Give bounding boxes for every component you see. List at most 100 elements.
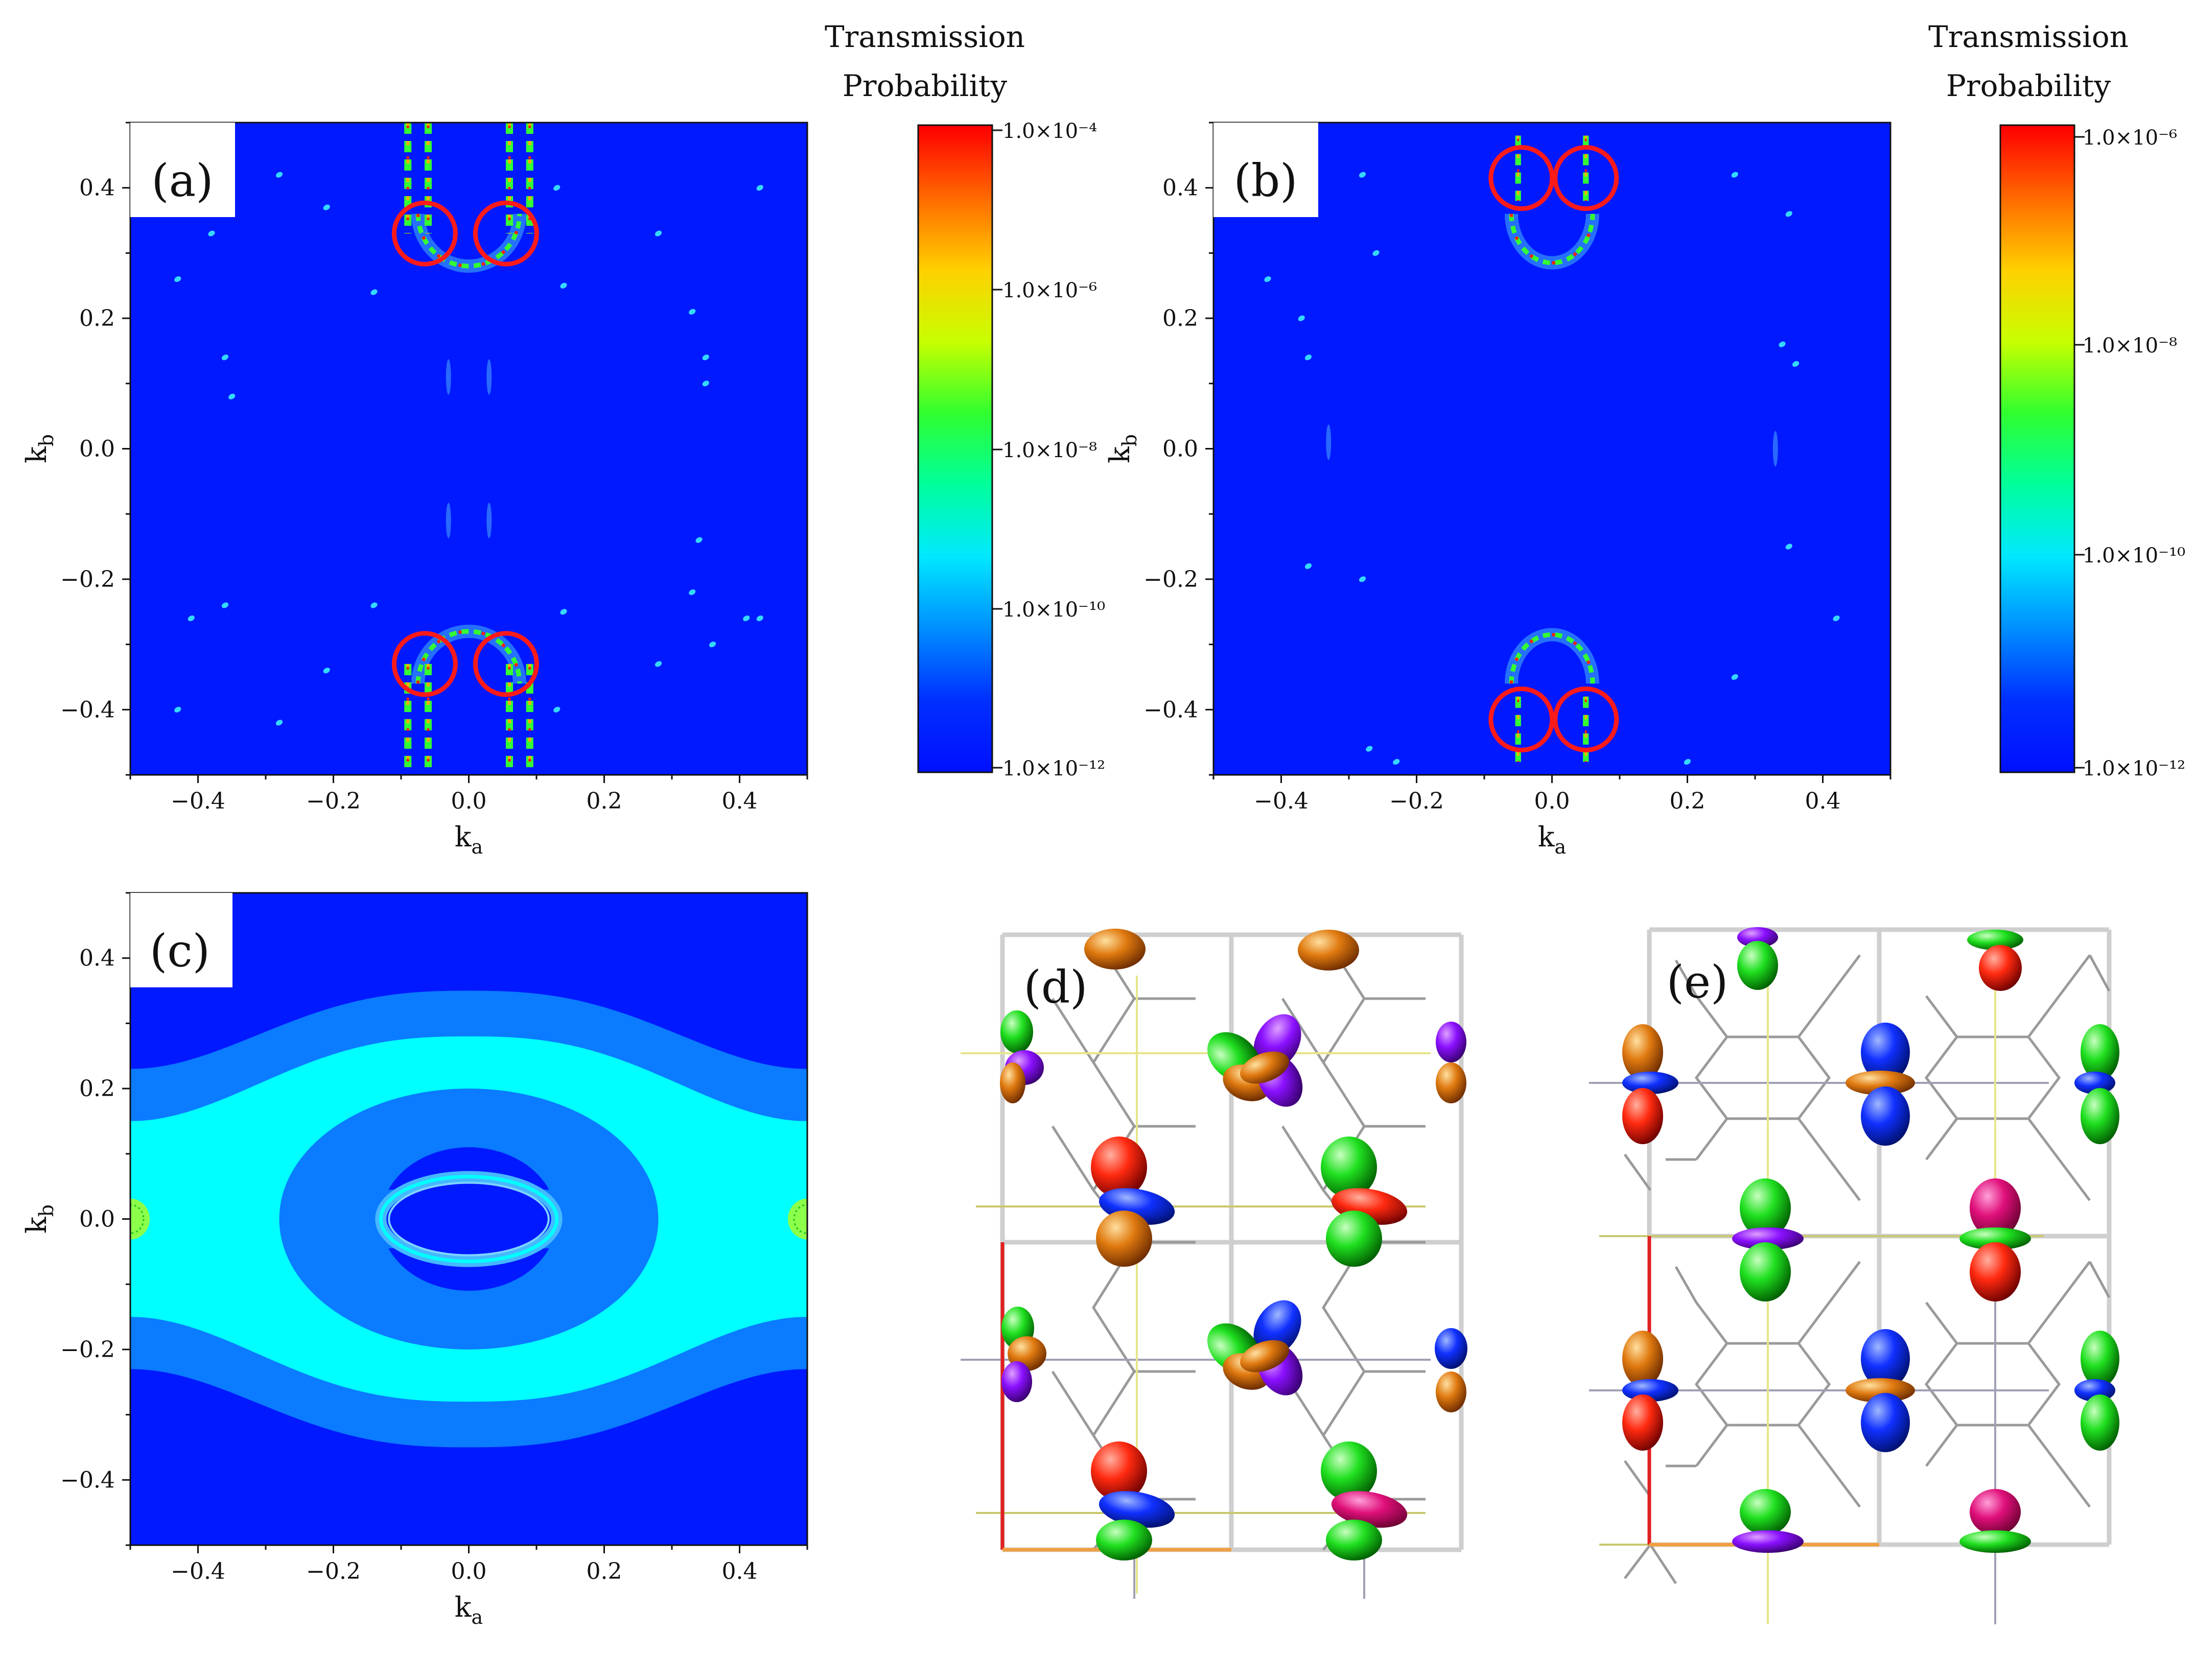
colorbar-segment: [918, 358, 992, 362]
colorbar-segment: [2000, 416, 2074, 420]
scatter-point: [1372, 250, 1380, 256]
x-axis-title-subscript: a: [472, 836, 483, 858]
colorbar-segment: [918, 174, 992, 178]
colorbar-segment: [2000, 261, 2074, 265]
colorbar-segment: [918, 665, 992, 670]
x-tick-label: 0.2: [1670, 788, 1706, 814]
scatter-point: [1264, 276, 1271, 282]
scatter-point: [208, 230, 215, 236]
colorbar-segment: [2000, 578, 2074, 582]
colorbar-segment: [2000, 358, 2074, 362]
colorbar-segment: [918, 720, 992, 724]
colorbar-segment: [918, 717, 992, 721]
colorbar-segment: [918, 607, 992, 611]
x-tick-label: −0.4: [171, 788, 225, 814]
faint-streak: [1326, 424, 1332, 460]
colorbar-segment: [918, 290, 992, 294]
colorbar-segment: [2000, 135, 2074, 139]
colorbar-segment: [2000, 397, 2074, 401]
colorbar-segment: [918, 316, 992, 320]
colorbar-segment: [2000, 636, 2074, 641]
colorbar-segment: [2000, 568, 2074, 573]
colorbar-gradient-b: [2000, 125, 2074, 773]
colorbar-segment: [918, 555, 992, 559]
colorbar-segment: [2000, 351, 2074, 356]
colorbar-segment: [2000, 242, 2074, 246]
colorbar-segment: [2000, 581, 2074, 585]
colorbar-segment: [2000, 565, 2074, 569]
colorbar-segment: [918, 339, 992, 343]
colorbar-segment: [918, 542, 992, 547]
colorbar-segment: [918, 578, 992, 582]
colorbar-segment: [2000, 419, 2074, 423]
colorbar-segment: [2000, 248, 2074, 252]
colorbar-segment: [918, 138, 992, 142]
colorbar-segment: [2000, 646, 2074, 650]
colorbar-segment: [2000, 216, 2074, 220]
colorbar-segment: [2000, 180, 2074, 184]
scatter-point: [370, 289, 378, 295]
colorbar-segment: [918, 377, 992, 382]
colorbar-segment: [918, 500, 992, 505]
colorbar-segment: [2000, 698, 2074, 702]
colorbar-segment: [2000, 170, 2074, 175]
colorbar-segment: [918, 572, 992, 576]
colorbar-segment: [2000, 766, 2074, 770]
colorbar-segment: [918, 743, 992, 747]
colorbar-segment: [918, 280, 992, 285]
y-tick-label: −0.4: [60, 697, 115, 723]
colorbar-segment: [918, 283, 992, 288]
scatter-point: [221, 602, 229, 608]
colorbar-segment: [2000, 475, 2074, 479]
colorbar-segment: [2000, 684, 2074, 689]
x-tick-label: 0.0: [1534, 788, 1570, 814]
colorbar-segment: [918, 519, 992, 524]
transmission-arc: [415, 629, 522, 684]
colorbar-segment: [2000, 678, 2074, 682]
colorbar-segment: [918, 364, 992, 369]
colorbar-segment: [2000, 652, 2074, 656]
colorbar-segment: [2000, 264, 2074, 268]
scatter-point: [1779, 341, 1786, 347]
colorbar-segment: [918, 681, 992, 685]
y-axis-title: kb: [1104, 434, 1141, 463]
scatter-point: [1304, 563, 1312, 569]
colorbar-segment: [2000, 413, 2074, 417]
y-axis-title: kb: [20, 434, 58, 463]
colorbar-segment: [2000, 125, 2074, 129]
colorbar-segment: [918, 216, 992, 220]
scatter-point: [553, 185, 561, 191]
scatter-point: [756, 615, 763, 622]
colorbar-segment: [918, 581, 992, 585]
scatter-point: [553, 706, 561, 713]
colorbar-segment: [2000, 743, 2074, 747]
colorbar-segment: [918, 183, 992, 187]
colorbar-segment: [2000, 407, 2074, 411]
colorbar-segment: [2000, 539, 2074, 543]
scatter-point: [188, 615, 195, 622]
colorbar-segment: [918, 539, 992, 543]
y-axis-title-subscript: b: [1118, 434, 1141, 446]
colorbar-segment: [918, 740, 992, 744]
colorbar-segment: [2000, 345, 2074, 349]
colorbar-segment: [918, 494, 992, 498]
colorbar-segment: [918, 617, 992, 621]
colorbar-title-line1: Transmission: [1928, 19, 2129, 54]
colorbar-segment: [2000, 601, 2074, 605]
colorbar-segment: [918, 448, 992, 453]
x-axis-title-subscript: a: [472, 1606, 483, 1628]
colorbar-segment: [918, 257, 992, 262]
y-tick-label: 0.2: [79, 1076, 115, 1102]
colorbar-segment: [918, 549, 992, 553]
colorbar-segment: [2000, 516, 2074, 520]
axes-b: −0.4 −0.2 0.0 0.2 0.4 −0.4 −0.2 0.0 0.2 0.4 ka kb: [1104, 122, 1892, 858]
colorbar-segment: [918, 416, 992, 420]
colorbar-b: Transmission Probability 1.0×10⁻⁶ 1.0×10…: [1928, 19, 2185, 780]
colorbar-ticks-b: 1.0×10⁻⁶ 1.0×10⁻⁸ 1.0×10⁻¹⁰ 1.0×10⁻¹²: [2074, 126, 2185, 780]
colorbar-segment: [918, 319, 992, 323]
y-tick-label: 0.2: [1162, 305, 1198, 332]
colorbar-segment: [918, 575, 992, 579]
colorbar-segment: [2000, 701, 2074, 705]
colorbar-segment: [918, 410, 992, 414]
colorbar-segment: [2000, 714, 2074, 718]
